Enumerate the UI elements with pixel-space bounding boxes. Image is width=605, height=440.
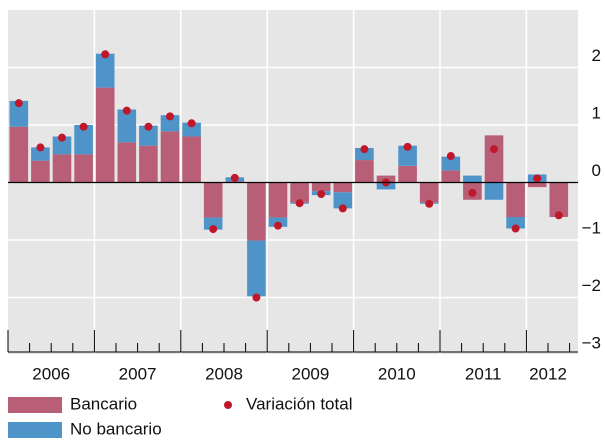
bar-segment: [398, 165, 417, 183]
bar-segment: [31, 160, 50, 183]
total-dot: [252, 293, 261, 302]
total-dot: [122, 106, 131, 115]
bar-segment: [139, 125, 158, 146]
bar-segment: [117, 109, 137, 143]
total-dot: [101, 50, 110, 59]
legend-swatch: [8, 422, 62, 438]
bar-segment: [95, 53, 115, 88]
bar-segment: [52, 136, 72, 155]
total-dot: [554, 211, 563, 220]
total-dot: [533, 174, 542, 183]
total-dot: [338, 204, 347, 213]
total-dot: [14, 99, 23, 108]
bar-segment: [441, 156, 461, 171]
y-tick-label: −3: [582, 333, 601, 352]
bar-segment: [333, 182, 353, 193]
bar-segment: [74, 154, 93, 183]
total-dot: [511, 224, 520, 233]
year-label: 2009: [291, 364, 329, 383]
bar-segment: [203, 182, 223, 218]
bar-segment: [74, 125, 93, 155]
total-dot: [317, 190, 326, 198]
year-label: 2007: [119, 364, 157, 383]
bar-segment: [506, 182, 525, 217]
bar-segment: [333, 192, 353, 209]
total-dot: [446, 152, 455, 161]
bar-segment: [311, 182, 331, 192]
year-label: 2008: [205, 364, 243, 383]
total-dot: [468, 188, 477, 197]
bar-segment: [117, 142, 137, 183]
bar-segment: [506, 217, 525, 229]
legend-label: Bancario: [70, 394, 137, 413]
total-dot: [490, 145, 498, 154]
y-tick-label: −2: [582, 276, 601, 295]
total-dot: [403, 142, 412, 151]
bar-segment: [549, 182, 569, 217]
bar-segment: [484, 135, 504, 183]
bar-segment: [95, 87, 115, 183]
bar-segment: [31, 147, 50, 161]
total-dot: [144, 122, 153, 131]
bar-segment: [203, 217, 223, 230]
total-dot: [58, 133, 66, 142]
bar-segment: [355, 160, 374, 183]
bar-segment: [484, 182, 504, 200]
bar-segment: [355, 148, 374, 161]
total-dot: [425, 199, 434, 208]
bar-segment: [268, 182, 288, 218]
legend-label: Variación total: [246, 394, 352, 413]
legend-swatch: [8, 397, 62, 413]
total-dot: [166, 112, 174, 121]
bar-segment: [247, 240, 266, 297]
bar-segment: [398, 145, 417, 166]
total-dot: [79, 122, 88, 131]
y-tick-label: 1: [592, 103, 601, 122]
bar-segment: [9, 126, 29, 183]
bar-segment: [52, 154, 72, 183]
bar-segment: [463, 175, 482, 183]
bar-segment: [182, 136, 201, 183]
bar-segment: [182, 122, 201, 137]
legend-label: No bancario: [70, 419, 162, 438]
year-label: 2012: [529, 364, 567, 383]
bar-segment: [527, 182, 547, 188]
year-label: 2011: [465, 364, 502, 383]
total-dot: [230, 173, 239, 182]
bar-segment: [160, 131, 180, 183]
total-dot: [36, 143, 45, 152]
total-dot: [209, 225, 218, 234]
bar-segment: [247, 182, 266, 241]
year-label: 2010: [378, 364, 416, 383]
total-dot: [274, 221, 282, 230]
bar-segment: [419, 182, 439, 203]
legend-dot: [224, 401, 232, 409]
y-tick-label: 2: [592, 46, 601, 65]
y-tick-label: 0: [592, 161, 601, 180]
total-dot: [360, 145, 369, 154]
bar-segment: [9, 100, 29, 127]
bar-segment: [290, 182, 309, 203]
total-dot: [295, 199, 304, 208]
year-label: 2006: [32, 364, 70, 383]
bar-segment: [160, 115, 180, 132]
total-dot: [187, 119, 196, 128]
y-tick-label: −1: [582, 218, 601, 237]
bar-segment: [441, 170, 461, 183]
bar-segment: [139, 145, 158, 183]
